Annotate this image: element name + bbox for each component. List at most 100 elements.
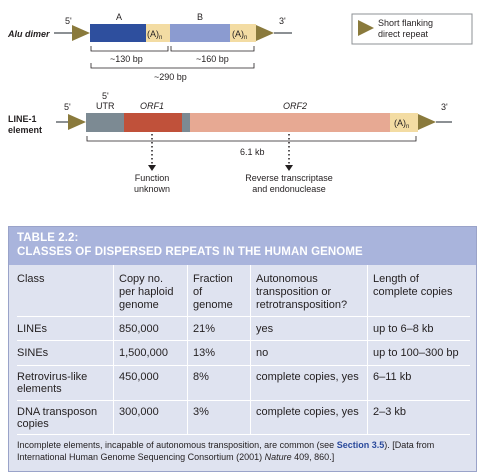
line1-three-prime: 3' [441,102,448,112]
alu-polyA-1 [146,24,170,42]
line1-five-prime-utr: 5' [102,91,109,101]
alu-polyA-2-label: (A)n [232,29,247,41]
alu-left-repeat-arrow [72,25,90,41]
cell-class: Retrovirus-like [17,371,88,383]
cell-length: 2–3 kb [373,406,407,418]
cell-class-cont: copies [17,418,49,430]
cell-autonomous: no [256,347,269,359]
cell-length: up to 6–8 kb [373,323,434,335]
header-copy-3: genome [119,299,159,311]
line1-orf2-block [190,113,390,132]
col-divider [250,265,251,435]
legend-box [351,13,473,45]
row-divider [17,400,470,401]
row-divider [17,316,470,317]
alu-size-total: ~290 bp [154,72,187,82]
header-fraction-3: genome [193,299,233,311]
footnote-text: ). [Data from [384,440,435,450]
header-copy-2: per haploid [119,286,174,298]
line1-orf1-label: ORF1 [140,101,164,111]
footnote-text: Incomplete elements, incapable of autono… [17,440,337,450]
cell-length: 6–11 kb [373,371,412,383]
cell-length: up to 100–300 bp [373,347,459,359]
orf2-arrowhead [285,165,293,171]
cell-copy-number: 450,000 [119,371,159,383]
line1-left-repeat-arrow [68,114,86,130]
repeats-table: TABLE 2.2: CLASSES OF DISPERSED REPEATS … [8,226,477,472]
col-divider [367,265,368,435]
journal-name: Nature [264,452,292,462]
line1-size-bracket [86,136,417,142]
header-autonomous-2: transposition or [256,286,332,298]
legend-text-line2: direct repeat [378,29,429,39]
table-title-bar: TABLE 2.2: CLASSES OF DISPERSED REPEATS … [9,227,476,265]
orf1-function-line2: unknown [134,184,170,194]
col-divider [113,265,114,435]
cell-class: DNA transposon [17,406,98,418]
cell-autonomous: complete copies, yes [256,406,359,418]
alu-polyA-2 [230,24,256,42]
cell-copy-number: 300,000 [119,406,159,418]
line1-polyA-block [390,113,418,132]
cell-copy-number: 850,000 [119,323,159,335]
line1-label-line2: element [8,125,42,135]
line1-polyA-label: (A)n [394,118,409,130]
row-divider [17,365,470,366]
alu-five-prime: 5' [65,16,72,26]
alu-dimer-label: Alu dimer [7,29,50,39]
line1-five-prime-left: 5' [64,102,71,112]
cell-autonomous: complete copies, yes [256,371,359,383]
footnote-text: 409, 860.] [291,452,335,462]
alu-right-repeat-arrow [256,25,274,41]
cell-copy-number: 1,500,000 [119,347,168,359]
cell-autonomous: yes [256,323,274,335]
line1-label-line1: LINE-1 [8,114,37,124]
orf1-arrowhead [148,165,156,171]
alu-segment-a [90,24,146,42]
legend-arrow-icon [358,20,374,36]
cell-class: SINEs [17,347,49,359]
line1-right-repeat-arrow [418,114,436,130]
alu-bracket-a [90,46,169,52]
alu-three-prime: 3' [279,16,286,26]
line1-spacer-block [182,113,190,132]
header-class: Class [17,273,45,285]
header-autonomous-1: Autonomous [256,273,318,285]
cell-class: LINEs [17,323,47,335]
cell-fraction: 8% [193,371,209,383]
header-length-2: complete copies [373,286,453,298]
header-fraction-1: Fraction [193,273,233,285]
alu-segment-b-label: B [197,12,203,22]
legend-text-line1: Short flanking [378,18,433,28]
line1-size: 6.1 kb [240,147,265,157]
table-title: CLASSES OF DISPERSED REPEATS IN THE HUMA… [17,246,363,258]
header-length-1: Length of [373,273,419,285]
repeat-diagram: Alu dimer 5' (A)n (A)n 3' A B ~130 bp ~1… [7,12,473,194]
alu-segment-a-label: A [116,12,122,22]
row-divider [17,340,470,341]
cell-fraction: 21% [193,323,216,335]
header-autonomous-3: retrotransposition? [256,299,348,311]
orf2-function-line2: and endonuclease [252,184,326,194]
footnote-text: International Human Genome Sequencing Co… [17,452,265,462]
header-fraction-2: of [193,286,203,298]
alu-bracket-total [90,63,255,69]
cell-fraction: 3% [193,406,209,418]
alu-bracket-b [170,46,255,52]
col-divider [187,265,188,435]
cell-fraction: 13% [193,347,216,359]
alu-size-b: ~160 bp [196,54,229,64]
alu-size-a: ~130 bp [110,54,143,64]
orf1-function-line1: Function [135,173,170,183]
line1-orf1-block [124,113,182,132]
cell-class-cont: elements [17,383,62,395]
line1-utr-block [86,113,124,132]
section-link[interactable]: Section 3.5 [336,440,385,450]
line1-utr-label: UTR [96,101,115,111]
orf2-function-line1: Reverse transcriptase [245,173,333,183]
header-copy-1: Copy no. [119,273,164,285]
row-divider [17,434,470,435]
table-footnote: Incomplete elements, incapable of autono… [17,439,472,463]
alu-segment-b [170,24,230,42]
line1-orf2-label: ORF2 [283,101,307,111]
